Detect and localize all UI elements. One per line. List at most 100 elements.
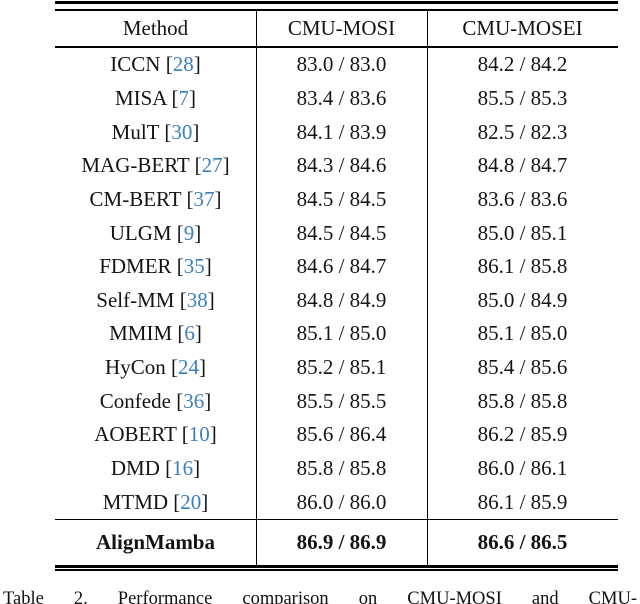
cmu-mosi-score-cell: 84.5 / 84.5 <box>296 186 387 211</box>
table-row: MISA [7] 83.4 / 83.6 85.5 / 85.3 <box>55 82 618 116</box>
table-row: AOBERT [10] 85.6 / 86.4 86.2 / 85.9 <box>55 418 618 452</box>
cmu-mosi-score-cell: 85.5 / 85.5 <box>296 388 387 413</box>
column-header-cmu-mosi: CMU-MOSI <box>287 16 396 40</box>
cmu-mosei-score-cell: 86.6 / 86.5 <box>477 530 568 554</box>
bottom-rule-inner <box>55 565 618 568</box>
column-separator-2 <box>426 11 429 565</box>
cmu-mosi-score-cell: 84.3 / 84.6 <box>296 153 387 178</box>
table-row: MMIM [6] 85.1 / 85.0 85.1 / 85.0 <box>55 317 618 351</box>
citation-bracket-close: ] <box>201 489 209 514</box>
method-name: HyCon <box>105 355 166 380</box>
method-name: MAG-BERT <box>81 153 190 178</box>
table-row: CM-BERT [37] 84.5 / 84.5 83.6 / 83.6 <box>55 183 618 217</box>
top-rule-outer <box>55 1 618 4</box>
table-body: ICCN [28] 83.0 / 83.0 84.2 / 84.2 MISA [… <box>55 48 618 519</box>
citation-bracket-close: ] <box>204 388 212 413</box>
citation-bracket-open: [ <box>181 422 189 447</box>
column-header-cmu-mosei: CMU-MOSEI <box>462 16 583 40</box>
citation-bracket-open: [ <box>176 388 184 413</box>
citation-link[interactable]: 16 <box>172 456 194 480</box>
table-row: MulT [30] 84.1 / 83.9 82.5 / 82.3 <box>55 115 618 149</box>
citation-link[interactable]: 27 <box>201 153 223 178</box>
method-cell: Self-MM [38] <box>55 288 256 313</box>
cmu-mosi-score-cell: 86.0 / 86.0 <box>296 489 387 514</box>
citation-link[interactable]: 35 <box>183 254 205 279</box>
citation-bracket-close: ] <box>204 254 212 279</box>
citation-bracket-close: ] <box>193 52 201 77</box>
method-cell: MTMD [20] <box>55 490 256 515</box>
cmu-mosi-score-cell: 85.2 / 85.1 <box>296 355 387 380</box>
method-name: Confede <box>99 388 171 413</box>
citation-bracket-open: [ <box>186 186 194 211</box>
bottom-rule-outer <box>55 568 618 571</box>
table-row: MTMD [20] 86.0 / 86.0 86.1 / 85.9 <box>55 485 618 519</box>
table-row: HyCon [24] 85.2 / 85.1 85.4 / 85.6 <box>55 351 618 385</box>
citation-bracket-open: [ <box>165 456 173 480</box>
citation-link[interactable]: 36 <box>183 388 205 413</box>
citation-bracket-close: ] <box>207 287 215 312</box>
method-cell: ULGM [9] <box>55 221 256 246</box>
cmu-mosei-score-cell: 85.5 / 85.3 <box>477 85 568 110</box>
citation-bracket-open: [ <box>179 287 187 312</box>
cmu-mosei-score-cell: 83.6 / 83.6 <box>477 186 568 211</box>
method-name: FDMER <box>99 254 172 279</box>
method-cell: AOBERT [10] <box>55 422 256 447</box>
cmu-mosi-score-cell: 84.1 / 83.9 <box>296 119 387 144</box>
citation-link[interactable]: 24 <box>177 355 199 380</box>
cmu-mosi-score-cell: 85.1 / 85.0 <box>296 321 387 346</box>
method-cell: Confede [36] <box>55 389 256 414</box>
table-row: ULGM [9] 84.5 / 84.5 85.0 / 85.1 <box>55 216 618 250</box>
cmu-mosei-score-cell: 85.0 / 85.1 <box>477 220 568 245</box>
citation-link[interactable]: 20 <box>180 489 202 514</box>
citation-bracket-open: [ <box>173 489 181 514</box>
method-cell: ICCN [28] <box>55 52 256 77</box>
table-row: ICCN [28] 83.0 / 83.0 84.2 / 84.2 <box>55 48 618 82</box>
citation-link[interactable]: 28 <box>172 52 194 77</box>
table-row: Confede [36] 85.5 / 85.5 85.8 / 85.8 <box>55 384 618 418</box>
citation-bracket-close: ] <box>198 355 206 380</box>
cmu-mosi-score-cell: 86.9 / 86.9 <box>296 530 387 554</box>
table-row: Self-MM [38] 84.8 / 84.9 85.0 / 84.9 <box>55 283 618 317</box>
cmu-mosei-score-cell: 86.0 / 86.1 <box>477 456 568 480</box>
method-name: AOBERT <box>94 422 177 447</box>
method-name: MMIM <box>109 321 173 346</box>
citation-bracket-close: ] <box>214 186 222 211</box>
method-cell: DMD [16] <box>55 456 256 481</box>
method-name: AlignMamba <box>95 530 215 554</box>
method-name: ICCN <box>110 52 161 77</box>
method-cell: CM-BERT [37] <box>55 187 256 212</box>
method-name: MTMD <box>102 489 169 514</box>
cmu-mosi-score-cell: 85.8 / 85.8 <box>296 456 387 480</box>
citation-bracket-open: [ <box>194 153 202 178</box>
cmu-mosei-score-cell: 84.8 / 84.7 <box>477 153 568 178</box>
citation-link[interactable]: 6 <box>184 321 195 346</box>
citation-link[interactable]: 30 <box>171 119 193 144</box>
cmu-mosi-score-cell: 84.5 / 84.5 <box>296 220 387 245</box>
citation-bracket-open: [ <box>171 85 179 110</box>
header-rule <box>55 46 618 48</box>
citation-link[interactable]: 10 <box>188 422 210 447</box>
table-row: DMD [16] 85.8 / 85.8 86.0 / 86.1 <box>55 452 618 486</box>
citation-bracket-close: ] <box>194 220 202 245</box>
citation-link[interactable]: 37 <box>193 186 215 211</box>
citation-bracket-close: ] <box>194 321 202 346</box>
table-caption: Table 2. Performance comparison on CMU-M… <box>3 589 637 604</box>
table-row: FDMER [35] 84.6 / 84.7 86.1 / 85.8 <box>55 250 618 284</box>
method-name: Self-MM <box>96 287 175 312</box>
citation-link[interactable]: 9 <box>183 220 195 245</box>
citation-bracket-close: ] <box>209 422 217 447</box>
citation-bracket-open: [ <box>165 52 173 77</box>
midrule <box>55 518 618 521</box>
method-cell: MMIM [6] <box>55 321 256 346</box>
method-cell: HyCon [24] <box>55 355 256 380</box>
top-rule-inner <box>55 9 618 11</box>
table-row-alignmamba: AlignMamba 86.9 / 86.9 86.6 / 86.5 <box>55 520 618 565</box>
citation-bracket-close: ] <box>192 119 200 144</box>
citation-link[interactable]: 7 <box>178 85 190 110</box>
cmu-mosi-score-cell: 84.6 / 84.7 <box>296 254 387 279</box>
cmu-mosei-score-cell: 82.5 / 82.3 <box>477 119 568 144</box>
cmu-mosi-score-cell: 85.6 / 86.4 <box>296 422 387 447</box>
cmu-mosei-score-cell: 85.4 / 85.6 <box>477 355 568 380</box>
citation-link[interactable]: 38 <box>186 287 208 312</box>
cmu-mosei-score-cell: 85.0 / 84.9 <box>477 287 568 312</box>
